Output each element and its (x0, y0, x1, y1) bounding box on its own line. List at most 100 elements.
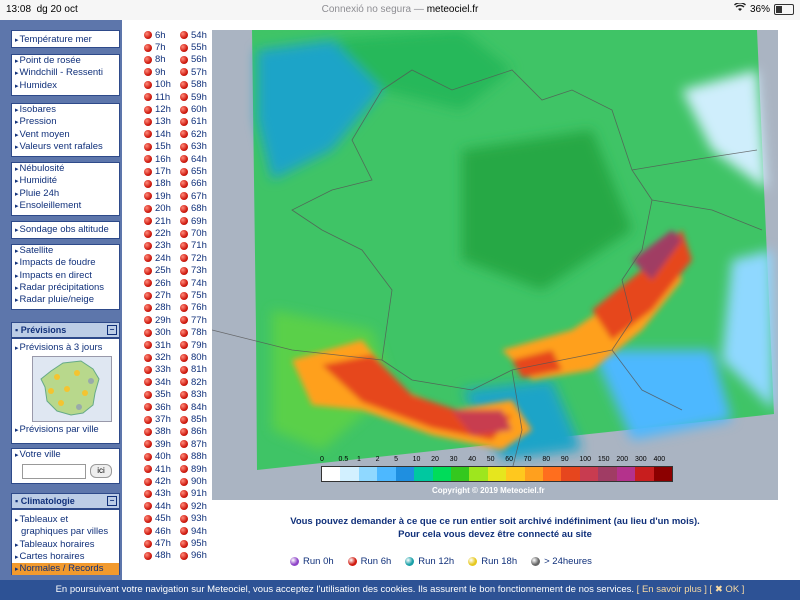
sidebar-item[interactable]: ▸Radar pluie/neige (15, 294, 94, 306)
sidebar-item[interactable]: ▸Vent moyen (15, 128, 70, 140)
forecast-hour-link[interactable]: 94h (180, 525, 207, 537)
cookie-more-link[interactable]: [ En savoir plus ] (636, 584, 707, 595)
clim-item[interactable]: ▸Tableaux horaires (15, 538, 95, 550)
forecast-hour-link[interactable]: 22h (144, 227, 171, 239)
forecast-hour-link[interactable]: 39h (144, 438, 171, 450)
forecast-hour-link[interactable]: 89h (180, 463, 207, 475)
forecast-hour-link[interactable]: 65h (180, 165, 207, 177)
forecast-hour-link[interactable]: 42h (144, 475, 171, 487)
sidebar-item[interactable]: ▸Sondage obs altitude (15, 224, 109, 235)
forecast-hour-link[interactable]: 46h (144, 525, 171, 537)
forecast-hour-link[interactable]: 81h (180, 364, 207, 376)
forecast-hour-link[interactable]: 78h (180, 327, 207, 339)
forecast-hour-link[interactable]: 41h (144, 463, 171, 475)
forecast-hour-link[interactable]: 79h (180, 339, 207, 351)
forecast-hour-link[interactable]: 34h (144, 376, 171, 388)
forecast-hour-link[interactable]: 47h (144, 537, 171, 549)
forecast-hour-link[interactable]: 82h (180, 376, 207, 388)
france-mini-map[interactable] (32, 356, 112, 422)
previsions-header[interactable]: ▪ Prévisions − (11, 322, 120, 338)
forecast-hour-link[interactable]: 96h (180, 550, 207, 562)
forecast-hour-link[interactable]: 29h (144, 314, 171, 326)
sidebar-item[interactable]: ▸Pluie 24h (15, 187, 60, 199)
forecast-hour-link[interactable]: 75h (180, 289, 207, 301)
forecast-hour-link[interactable]: 91h (180, 488, 207, 500)
login-message[interactable]: Pour cela vous devez être connecté au si… (398, 529, 592, 540)
previsions-ville-link[interactable]: ▸Prévisions par ville (15, 424, 99, 435)
forecast-hour-link[interactable]: 25h (144, 265, 171, 277)
forecast-hour-link[interactable]: 76h (180, 302, 207, 314)
forecast-hour-link[interactable]: 30h (144, 327, 171, 339)
forecast-hour-link[interactable]: 10h (144, 79, 171, 91)
sidebar-item[interactable]: ▸Radar précipitations (15, 281, 105, 293)
climatologie-header[interactable]: ▪ Climatologie − (11, 493, 120, 509)
sidebar-item[interactable]: ▸Valeurs vent rafales (15, 140, 103, 152)
forecast-hour-link[interactable]: 72h (180, 252, 207, 264)
clim-item[interactable]: ▸Cartes horaires (15, 550, 85, 562)
forecast-hour-link[interactable]: 48h (144, 550, 171, 562)
forecast-hour-link[interactable]: 63h (180, 141, 207, 153)
clim-item[interactable]: ▸Tableaux et (15, 514, 69, 525)
sidebar-item[interactable]: ▸Ensoleillement (15, 199, 82, 211)
forecast-hour-link[interactable]: 93h (180, 513, 207, 525)
forecast-hour-link[interactable]: 60h (180, 103, 207, 115)
forecast-hour-link[interactable]: 73h (180, 265, 207, 277)
forecast-hour-link[interactable]: 55h (180, 41, 207, 53)
sidebar-item[interactable]: ▸Windchill - Ressenti (15, 67, 103, 79)
forecast-hour-link[interactable]: 21h (144, 215, 171, 227)
forecast-hour-link[interactable]: 19h (144, 190, 171, 202)
forecast-hour-link[interactable]: 80h (180, 351, 207, 363)
forecast-hour-link[interactable]: 8h (144, 54, 166, 66)
forecast-hour-link[interactable]: 18h (144, 178, 171, 190)
forecast-hour-link[interactable]: 14h (144, 128, 171, 140)
forecast-hour-link[interactable]: 33h (144, 364, 171, 376)
sidebar-item[interactable]: ▸Température mer (15, 34, 92, 45)
forecast-hour-link[interactable]: 61h (180, 116, 207, 128)
forecast-hour-link[interactable]: 16h (144, 153, 171, 165)
forecast-hour-link[interactable]: 95h (180, 537, 207, 549)
forecast-hour-link[interactable]: 24h (144, 252, 171, 264)
forecast-hour-link[interactable]: 83h (180, 389, 207, 401)
forecast-hour-link[interactable]: 28h (144, 302, 171, 314)
forecast-hour-link[interactable]: 44h (144, 500, 171, 512)
forecast-hour-link[interactable]: 87h (180, 438, 207, 450)
forecast-hour-link[interactable]: 15h (144, 141, 171, 153)
clim-item-active[interactable]: ▸Normales / Records (12, 563, 119, 576)
forecast-hour-link[interactable]: 7h (144, 41, 166, 53)
sidebar-item[interactable]: ▸Isobares (15, 104, 56, 115)
cookie-ok-button[interactable]: [ ✖ OK ] (709, 584, 745, 595)
sidebar-item[interactable]: ▸Humidité (15, 175, 58, 187)
forecast-hour-link[interactable]: 36h (144, 401, 171, 413)
forecast-hour-link[interactable]: 58h (180, 79, 207, 91)
forecast-hour-link[interactable]: 26h (144, 277, 171, 289)
forecast-hour-link[interactable]: 23h (144, 240, 171, 252)
previsions-3j-link[interactable]: ▸Prévisions à 3 jours (15, 342, 103, 353)
forecast-hour-link[interactable]: 17h (144, 165, 171, 177)
forecast-hour-link[interactable]: 9h (144, 66, 166, 78)
forecast-hour-link[interactable]: 32h (144, 351, 171, 363)
ville-input[interactable] (22, 464, 86, 479)
address-bar[interactable]: Connexió no segura — meteociel.fr (321, 4, 479, 15)
forecast-hour-link[interactable]: 40h (144, 451, 171, 463)
sidebar-item[interactable]: ▸Humidex (15, 79, 58, 91)
forecast-hour-link[interactable]: 84h (180, 401, 207, 413)
forecast-hour-link[interactable]: 66h (180, 178, 207, 190)
forecast-hour-link[interactable]: 62h (180, 128, 207, 140)
ici-button[interactable]: ici (90, 464, 112, 478)
forecast-hour-link[interactable]: 31h (144, 339, 171, 351)
forecast-hour-link[interactable]: 43h (144, 488, 171, 500)
forecast-hour-link[interactable]: 56h (180, 54, 207, 66)
forecast-hour-link[interactable]: 77h (180, 314, 207, 326)
forecast-hour-link[interactable]: 70h (180, 227, 207, 239)
forecast-hour-link[interactable]: 85h (180, 413, 207, 425)
sidebar-item[interactable]: ▸Nébulosité (15, 163, 65, 174)
forecast-hour-link[interactable]: 86h (180, 426, 207, 438)
forecast-hour-link[interactable]: 67h (180, 190, 207, 202)
forecast-hour-link[interactable]: 27h (144, 289, 171, 301)
collapse-icon[interactable]: − (107, 325, 117, 335)
forecast-hour-link[interactable]: 13h (144, 116, 171, 128)
sidebar-item[interactable]: ▸Satellite (15, 245, 54, 256)
sidebar-item[interactable]: ▸Pression (15, 116, 57, 128)
forecast-hour-link[interactable]: 54h (180, 29, 207, 41)
forecast-hour-link[interactable]: 92h (180, 500, 207, 512)
